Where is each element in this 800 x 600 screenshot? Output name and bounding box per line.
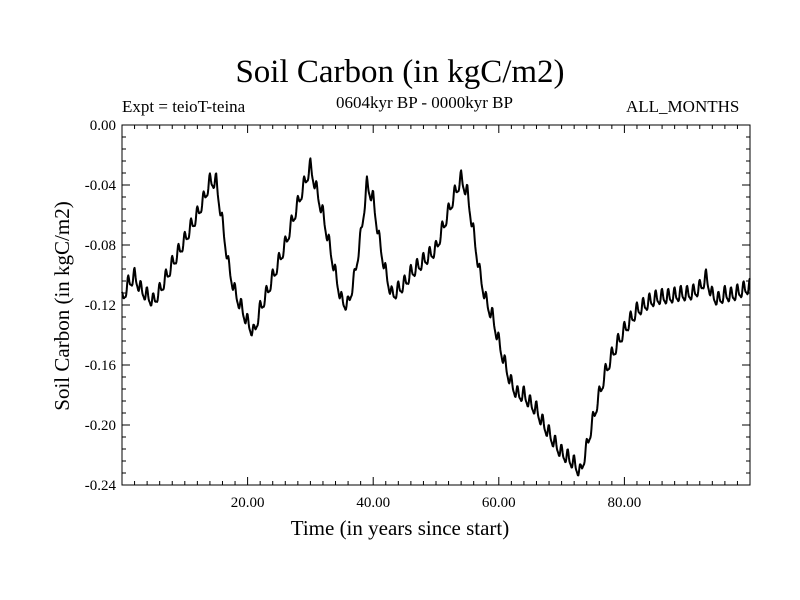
x-tick-labels: 20.00 40.00 60.00 80.00	[231, 495, 642, 511]
chart-title: Soil Carbon (in kgC/m2)	[235, 54, 565, 90]
months-label: ALL_MONTHS	[626, 97, 740, 116]
y-tick-label: -0.20	[85, 418, 116, 434]
experiment-label: Expt = teioT-teina	[122, 97, 246, 116]
y-axis-label: Soil Carbon (in kgC/m2)	[50, 201, 74, 411]
x-axis-label: Time (in years since start)	[290, 516, 510, 540]
y-tick-label: 0.00	[90, 118, 116, 134]
y-tick-label: -0.24	[85, 478, 117, 494]
period-label: 0604kyr BP - 0000kyr BP	[336, 93, 513, 112]
y-tick-labels: 0.00 -0.04 -0.08 -0.12 -0.16 -0.20 -0.24	[85, 118, 117, 494]
x-tick-label: 60.00	[482, 495, 516, 511]
y-tick-label: -0.08	[85, 238, 116, 254]
y-tick-label: -0.16	[85, 358, 117, 374]
series-line-soil-carbon	[121, 157, 751, 477]
x-tick-label: 40.00	[356, 495, 390, 511]
x-tick-label: 20.00	[231, 495, 265, 511]
plot-frame	[121, 124, 751, 486]
y-tick-label: -0.04	[85, 178, 117, 194]
y-tick-label: -0.12	[85, 298, 116, 314]
x-tick-label: 80.00	[608, 495, 642, 511]
